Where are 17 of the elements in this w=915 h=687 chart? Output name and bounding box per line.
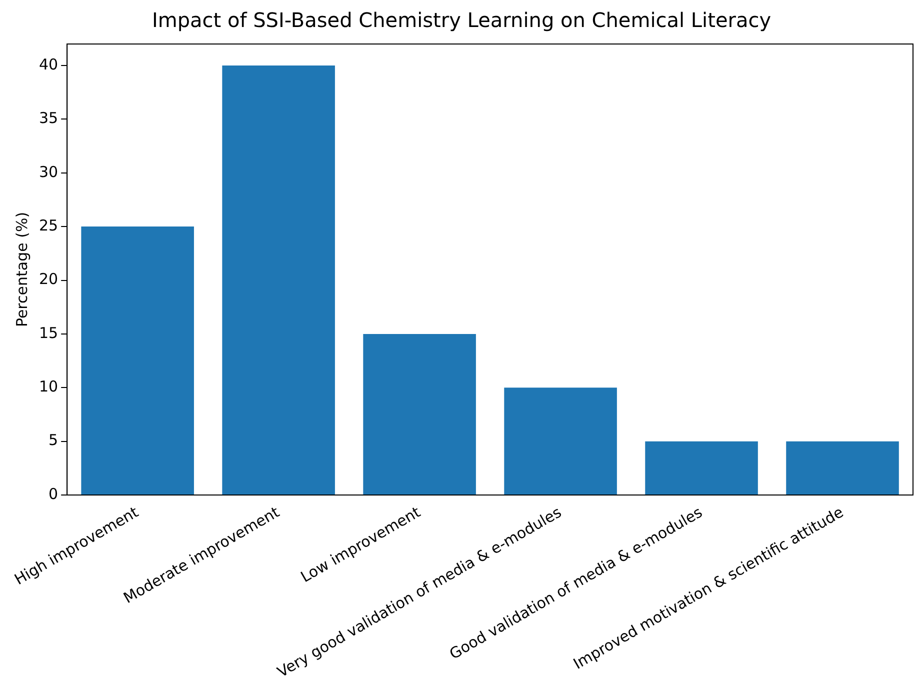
chart-title: Impact of SSI-Based Chemistry Learning on Chemical Literacy	[152, 8, 772, 32]
y-tick-label: 30	[38, 162, 58, 181]
y-tick-label: 25	[38, 216, 58, 234]
y-tick-label: 5	[48, 431, 58, 450]
y-axis-title: Percentage (%)	[12, 212, 31, 328]
bar	[81, 226, 194, 495]
bar	[645, 441, 758, 495]
y-tick-label: 10	[38, 378, 58, 396]
bar	[504, 388, 617, 495]
bar	[786, 441, 899, 495]
bar	[222, 65, 335, 495]
y-tick-label: 35	[38, 109, 58, 128]
y-tick-label: 0	[48, 484, 58, 503]
y-tick-label: 20	[38, 270, 58, 288]
y-tick-label: 15	[38, 324, 58, 342]
bar	[363, 334, 476, 495]
y-tick-label: 40	[38, 55, 58, 74]
